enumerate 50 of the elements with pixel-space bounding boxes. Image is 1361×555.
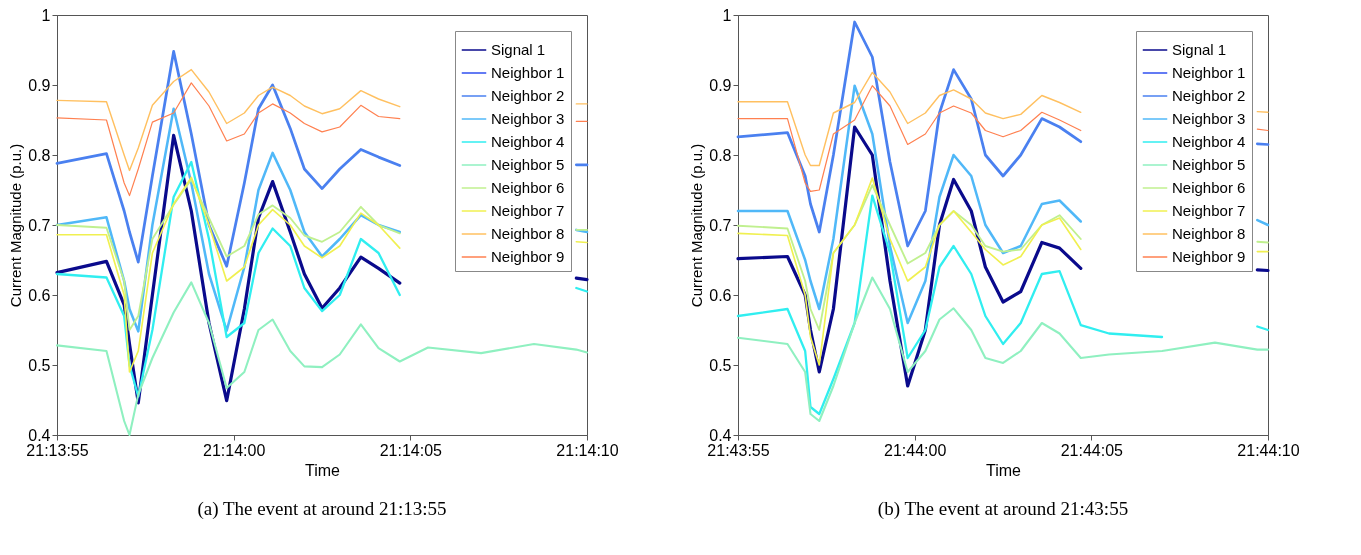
- y-tick-label: 1: [722, 6, 732, 24]
- text: (a) The event at around 21:13:55: [197, 498, 447, 520]
- x-tick-label: 21:14:10: [556, 441, 619, 459]
- x-tick-label: 21:43:55: [707, 441, 770, 459]
- y-tick-label: 0.4: [709, 426, 732, 444]
- y-tick-label: 0.9: [709, 76, 732, 94]
- legend-label: Neighbor 7: [1172, 202, 1246, 219]
- y-axis-title: Current Magnitude (p.u.): [688, 143, 706, 308]
- x-tick-label: 21:44:10: [1237, 441, 1300, 459]
- legend-label: Neighbor 5: [1172, 156, 1246, 173]
- line-series: [736, 276, 1270, 423]
- legend-label: Signal 1: [491, 41, 546, 58]
- legend-label: Neighbor 6: [1172, 179, 1246, 196]
- legend-label: Neighbor 9: [491, 248, 565, 265]
- y-tick-label: 0.7: [28, 216, 51, 234]
- y-axis-title: Current Magnitude (p.u.): [7, 143, 25, 308]
- x-tick-label: 21:44:05: [1060, 441, 1124, 459]
- y-tick-label: 0.5: [28, 356, 51, 374]
- legend-label: Neighbor 3: [1172, 110, 1246, 127]
- legend-label: Neighbor 2: [1172, 87, 1246, 104]
- legend-label: Neighbor 5: [491, 156, 565, 173]
- x-tick-label: 21:44:00: [884, 441, 947, 459]
- line-series: [55, 281, 589, 437]
- legend-label: Neighbor 1: [1172, 64, 1246, 81]
- legend-label: Neighbor 8: [1172, 225, 1246, 242]
- y-tick-label: 1: [41, 6, 51, 24]
- y-tick-label: 0.5: [709, 356, 732, 374]
- legend-label: Neighbor 7: [491, 202, 565, 219]
- legend-label: Neighbor 3: [491, 110, 565, 127]
- legend-label: Neighbor 4: [491, 133, 565, 150]
- y-tick-label: 0.6: [28, 286, 51, 304]
- y-tick-label: 0.8: [28, 146, 51, 164]
- y-tick-label: 0.4: [28, 426, 51, 444]
- legend-label: Neighbor 6: [491, 179, 565, 196]
- text: (b) The event at around 21:43:55: [877, 498, 1129, 520]
- legend-label: Neighbor 9: [1172, 248, 1246, 265]
- x-tick-label: 21:14:00: [203, 441, 266, 459]
- x-tick-label: 21:14:05: [379, 441, 443, 459]
- legend-label: Neighbor 1: [491, 64, 565, 81]
- x-axis-title: Time: [986, 461, 1022, 479]
- legend-label: Neighbor 4: [1172, 133, 1246, 150]
- y-tick-label: 0.9: [28, 76, 51, 94]
- y-tick-label: 0.6: [709, 286, 732, 304]
- legend-label: Signal 1: [1172, 41, 1227, 58]
- y-tick-label: 0.8: [709, 146, 732, 164]
- y-tick-label: 0.7: [709, 216, 732, 234]
- x-axis-title: Time: [305, 461, 341, 479]
- x-tick-label: 21:13:55: [26, 441, 89, 459]
- legend-label: Neighbor 2: [491, 87, 565, 104]
- legend-label: Neighbor 8: [491, 225, 565, 242]
